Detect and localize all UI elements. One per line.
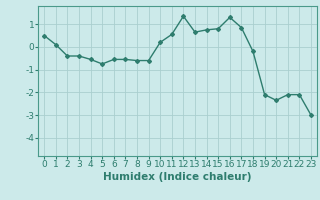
X-axis label: Humidex (Indice chaleur): Humidex (Indice chaleur) [103,172,252,182]
